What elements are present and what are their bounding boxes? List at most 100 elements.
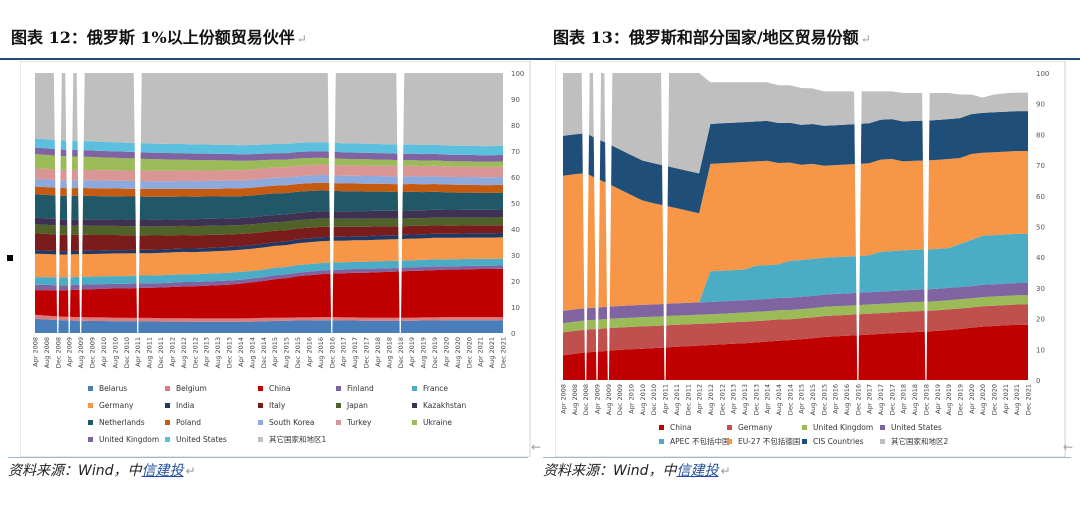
x-tick-label: Apr 2012 [696,384,704,414]
legend-item: United Kingdom [802,423,873,432]
area-china [35,268,503,319]
x-tick-label: Dec 2017 [363,337,371,368]
legend-swatch [336,420,341,425]
x-tick-label: Dec 2010 [650,384,658,415]
area-south-korea [35,174,503,189]
x-tick-label: Aug 2015 [809,384,817,415]
x-tick-label: Aug 2015 [283,337,291,368]
legend-label: Turkey [346,418,372,427]
y-tick-label: 90 [511,96,520,104]
x-tick-label: Dec 2014 [260,337,268,368]
left-source-link[interactable]: 信建投 [141,463,184,479]
area-france [35,258,503,286]
x-tick-label: Dec 2020 [990,384,998,415]
x-tick-label: Aug 2013 [214,337,222,368]
y-tick-label: 10 [1036,346,1045,354]
legend-label: Netherlands [99,418,145,427]
legend-item: Poland [165,418,201,427]
x-tick-label: Apr 2015 [271,337,279,367]
left-chart-title: 图表 12：俄罗斯 1%以上份额贸易伙伴 ↵ [11,24,307,48]
left-source: 资料来源：Wind，中信建投 ↵ [8,460,196,480]
y-tick-label: 20 [511,278,520,286]
legend: China Germany United Kingdom United States A… [659,423,948,446]
left-chart-title-text: 图表 12：俄罗斯 1%以上份额贸易伙伴 [11,28,295,47]
legend-label: 其它国家和地区2 [891,436,948,446]
legend-item: South Korea [258,418,314,427]
x-tick-label: Aug 2011 [146,337,154,368]
legend-swatch [880,439,885,444]
x-tick-label: Aug 2017 [351,337,359,368]
legend-item: United Kingdom [88,435,159,444]
y-tick-label: 60 [511,174,520,182]
area-netherlands [35,190,503,220]
area-kazakhstan [35,209,503,227]
area-cis-countries [563,111,1028,214]
data-gap [921,73,930,380]
x-tick-label: Dec 2009 [616,384,624,415]
x-tick-label: Apr 2021 [477,337,485,367]
legend-label: India [176,401,194,410]
data-gap [853,73,862,380]
legend-swatch [802,439,807,444]
legend-label: Japan [346,401,368,410]
x-tick-label: Aug 2018 [385,337,393,368]
legend-item: China [659,423,691,432]
data-gap [76,73,85,333]
legend-item: CIS Countries [802,437,864,446]
legend-label: EU-27 不包括德国 [738,436,800,446]
legend-label: Kazakhstan [423,401,466,410]
y-tick-label: 70 [511,148,520,156]
legend-swatch [258,403,263,408]
right-source-divider [543,457,1071,458]
y-tick-label: 0 [511,330,515,338]
right-source-link[interactable]: 信建投 [676,463,719,479]
legend-label: 其它国家和地区1 [269,434,326,444]
x-tick-label: Dec 2011 [157,337,165,368]
left-source-divider [8,457,528,458]
legend-swatch [165,386,170,391]
legend-label: United States [176,435,227,444]
legend-item: Turkey [336,418,372,427]
y-tick-label: 40 [1036,254,1045,262]
area-united-kingdom [35,147,503,162]
legend-item: United States [880,423,942,432]
x-tick-label: Aug 2010 [639,384,647,415]
legend-swatch [412,420,417,425]
area-turkey [35,164,503,182]
legend-item: Netherlands [88,418,145,427]
x-tick-label: Aug 2018 [911,384,919,415]
x-tick-label: Aug 2021 [488,337,496,368]
legend-label: South Korea [269,418,314,427]
return-mark-icon: ↵ [185,464,196,478]
x-tick-label: Dec 2019 [956,384,964,415]
area-japan [35,217,503,236]
data-gap [661,73,670,380]
legend-swatch [88,420,93,425]
data-gap [593,73,602,380]
legend-item: Germany [88,401,134,410]
x-tick-label: Aug 2017 [877,384,885,415]
x-tick-label: Dec 2021 [1025,384,1033,415]
y-tick-label: 30 [1036,285,1045,293]
y-tick-label: 10 [511,304,520,312]
legend-swatch [258,437,263,442]
x-tick-label: Apr 2016 [305,337,313,367]
x-tick-label: Apr 2016 [832,384,840,414]
x-tick-label: Aug 2019 [945,384,953,415]
legend-swatch [88,437,93,442]
area-india [35,232,503,255]
data-gap [396,73,405,333]
x-tick-label: Apr 2020 [968,384,976,414]
legend-item: China [258,384,290,393]
legend-item: Japan [336,401,368,410]
legend-swatch [727,425,732,430]
y-tick-label: 50 [511,200,520,208]
x-tick-label: Apr 2020 [442,337,450,367]
legend-item: 其它国家和地区2 [880,436,948,446]
legend-label: Belarus [99,384,127,393]
x-tick-label: Aug 2009 [77,337,85,368]
area-layers [35,73,503,333]
x-tick-label: Dec 2017 [888,384,896,415]
left-source-text: 资料来源：Wind，中 [8,463,142,479]
